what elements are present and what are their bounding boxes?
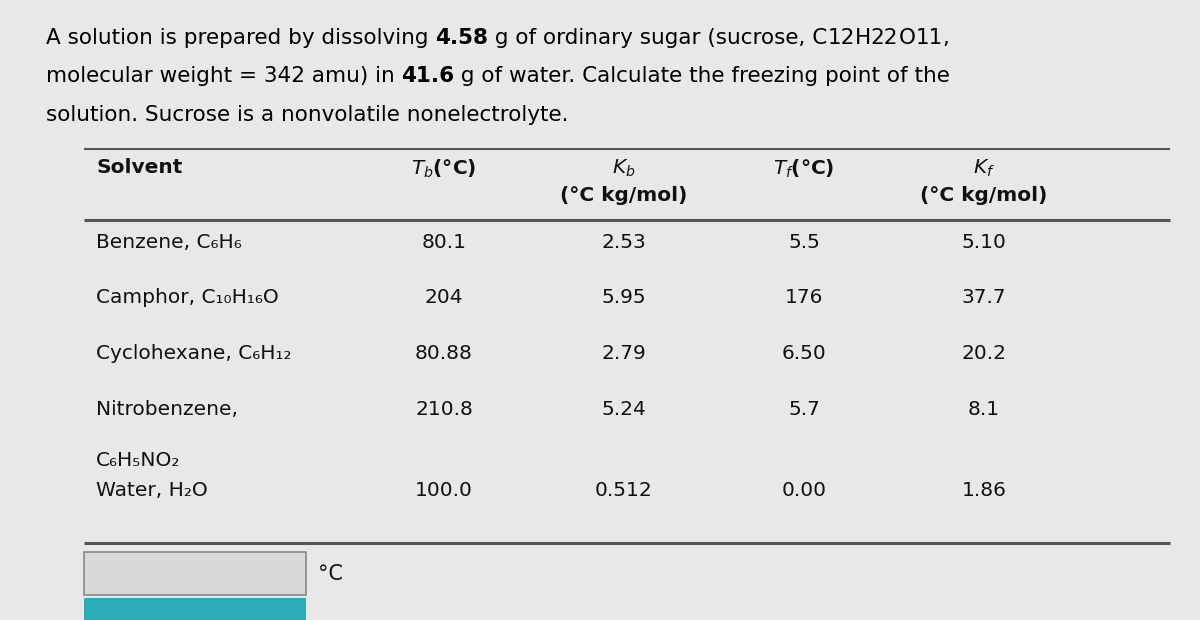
Text: $T_b$(°C): $T_b$(°C) xyxy=(412,158,476,180)
Text: g of ordinary sugar (sucrose, C: g of ordinary sugar (sucrose, C xyxy=(488,28,827,48)
Text: O: O xyxy=(899,28,916,48)
Text: 41.6: 41.6 xyxy=(401,66,455,86)
Text: (°C kg/mol): (°C kg/mol) xyxy=(560,186,688,205)
Text: Water, H₂O: Water, H₂O xyxy=(96,480,208,500)
Text: 80.1: 80.1 xyxy=(421,232,467,252)
Text: 0.512: 0.512 xyxy=(595,480,653,500)
Text: 12: 12 xyxy=(827,28,854,48)
Text: 210.8: 210.8 xyxy=(415,400,473,419)
Text: g of water. Calculate the freezing point of the: g of water. Calculate the freezing point… xyxy=(455,66,950,86)
Text: 11: 11 xyxy=(916,28,943,48)
Text: 5.5: 5.5 xyxy=(788,232,820,252)
Text: 5.10: 5.10 xyxy=(961,232,1007,252)
Text: °C: °C xyxy=(318,564,343,583)
Text: 5.7: 5.7 xyxy=(788,400,820,419)
Text: 204: 204 xyxy=(425,288,463,308)
Text: ,: , xyxy=(943,28,949,48)
Text: solution. Sucrose is a nonvolatile nonelectrolyte.: solution. Sucrose is a nonvolatile nonel… xyxy=(46,105,568,125)
Text: 80.88: 80.88 xyxy=(415,344,473,363)
Text: 100.0: 100.0 xyxy=(415,480,473,500)
Text: Benzene, C₆H₆: Benzene, C₆H₆ xyxy=(96,232,241,252)
Text: 2.79: 2.79 xyxy=(601,344,647,363)
Text: Cyclohexane, C₆H₁₂: Cyclohexane, C₆H₁₂ xyxy=(96,344,292,363)
Text: molecular weight = 342 amu) in: molecular weight = 342 amu) in xyxy=(46,66,401,86)
Text: Solvent: Solvent xyxy=(96,158,182,177)
Text: 176: 176 xyxy=(785,288,823,308)
Text: A solution is prepared by dissolving: A solution is prepared by dissolving xyxy=(46,28,434,48)
Text: 2.53: 2.53 xyxy=(601,232,647,252)
Text: $T_f$(°C): $T_f$(°C) xyxy=(773,158,835,180)
Text: H: H xyxy=(854,28,871,48)
Text: 5.95: 5.95 xyxy=(601,288,647,308)
Text: C₆H₅NO₂: C₆H₅NO₂ xyxy=(96,451,180,470)
Text: Camphor, C₁₀H₁₆O: Camphor, C₁₀H₁₆O xyxy=(96,288,278,308)
Text: 1.86: 1.86 xyxy=(961,480,1007,500)
Text: 4.58: 4.58 xyxy=(434,28,488,48)
Text: $K_f$: $K_f$ xyxy=(973,158,995,179)
Text: 0.00: 0.00 xyxy=(781,480,827,500)
Text: 6.50: 6.50 xyxy=(781,344,827,363)
Text: $K_b$: $K_b$ xyxy=(612,158,636,179)
Text: Nitrobenzene,: Nitrobenzene, xyxy=(96,400,238,419)
Text: 37.7: 37.7 xyxy=(961,288,1007,308)
Text: (°C kg/mol): (°C kg/mol) xyxy=(920,186,1048,205)
Text: 5.24: 5.24 xyxy=(601,400,647,419)
Text: 22: 22 xyxy=(871,28,899,48)
Text: 8.1: 8.1 xyxy=(968,400,1000,419)
Text: 20.2: 20.2 xyxy=(961,344,1007,363)
